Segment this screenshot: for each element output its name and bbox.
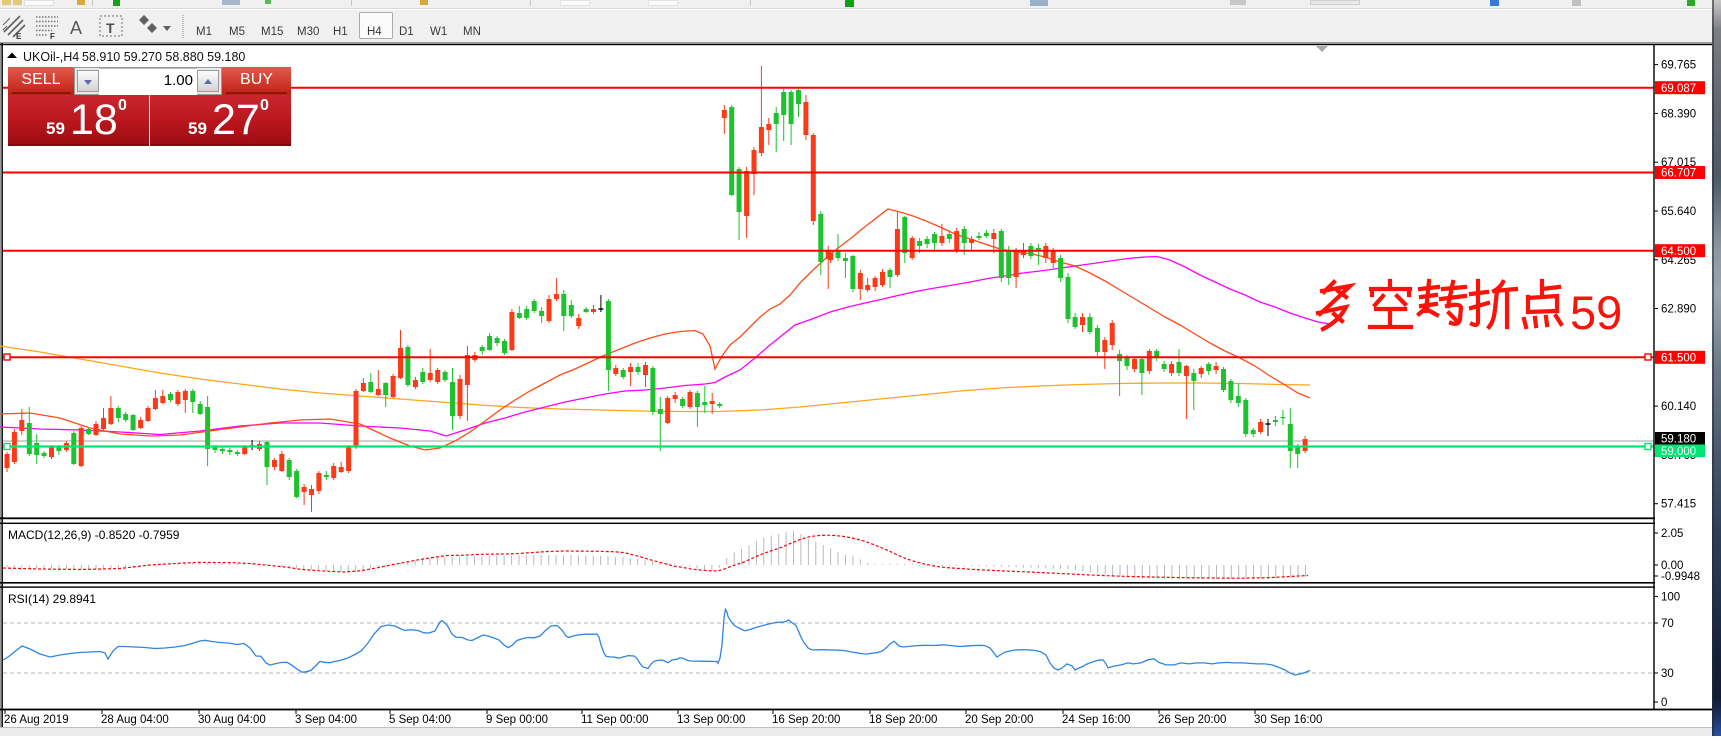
svg-text:58.910 59.270 58.880 59.180: 58.910 59.270 58.880 59.180 (82, 50, 245, 64)
svg-text:64.500: 64.500 (1661, 246, 1696, 258)
svg-text:59: 59 (1570, 286, 1622, 339)
svg-text:MACD(12,26,9) -0.8520 -0.7959: MACD(12,26,9) -0.8520 -0.7959 (8, 528, 180, 542)
svg-text:F: F (50, 32, 55, 41)
svg-text:A: A (70, 18, 82, 38)
svg-text:0: 0 (1661, 697, 1667, 709)
svg-text:24 Sep 16:00: 24 Sep 16:00 (1062, 714, 1130, 726)
svg-text:59.000: 59.000 (1661, 446, 1696, 458)
svg-text:30 Sep 16:00: 30 Sep 16:00 (1254, 714, 1322, 726)
svg-text:70: 70 (1661, 618, 1674, 630)
svg-text:18 Sep 20:00: 18 Sep 20:00 (869, 714, 937, 726)
svg-text:T: T (106, 20, 115, 36)
svg-text:26 Sep 20:00: 26 Sep 20:00 (1158, 714, 1226, 726)
svg-text:13 Sep 00:00: 13 Sep 00:00 (677, 714, 745, 726)
svg-text:30 Aug 04:00: 30 Aug 04:00 (198, 714, 266, 726)
svg-text:3 Sep 04:00: 3 Sep 04:00 (295, 714, 357, 726)
svg-text:60.140: 60.140 (1661, 401, 1696, 413)
svg-text:28 Aug 04:00: 28 Aug 04:00 (101, 714, 169, 726)
svg-text:69.087: 69.087 (1661, 83, 1696, 95)
svg-text:62.890: 62.890 (1661, 304, 1696, 316)
svg-text:UKOil-,H4: UKOil-,H4 (23, 50, 79, 64)
svg-text:69.765: 69.765 (1661, 60, 1696, 72)
svg-text:9 Sep 00:00: 9 Sep 00:00 (486, 714, 548, 726)
svg-text:61.500: 61.500 (1661, 353, 1696, 365)
svg-text:57.415: 57.415 (1661, 499, 1696, 511)
svg-text:65.640: 65.640 (1661, 206, 1696, 218)
svg-text:E: E (16, 32, 22, 41)
svg-text:16 Sep 20:00: 16 Sep 20:00 (772, 714, 840, 726)
svg-text:20 Sep 20:00: 20 Sep 20:00 (965, 714, 1033, 726)
svg-text:RSI(14) 29.8941: RSI(14) 29.8941 (8, 592, 96, 606)
svg-text:11 Sep 00:00: 11 Sep 00:00 (581, 714, 649, 726)
svg-text:59.180: 59.180 (1661, 434, 1696, 446)
svg-text:2.05: 2.05 (1661, 528, 1683, 540)
svg-text:26 Aug 2019: 26 Aug 2019 (4, 714, 69, 726)
svg-text:0.00: 0.00 (1661, 560, 1683, 572)
svg-text:5 Sep 04:00: 5 Sep 04:00 (389, 714, 451, 726)
svg-text:100: 100 (1661, 591, 1680, 603)
svg-text:64.265: 64.265 (1661, 255, 1696, 267)
svg-text:68.390: 68.390 (1661, 108, 1696, 120)
svg-text:30: 30 (1661, 668, 1674, 680)
svg-text:-0.9948: -0.9948 (1661, 571, 1700, 583)
svg-text:66.707: 66.707 (1661, 168, 1696, 180)
